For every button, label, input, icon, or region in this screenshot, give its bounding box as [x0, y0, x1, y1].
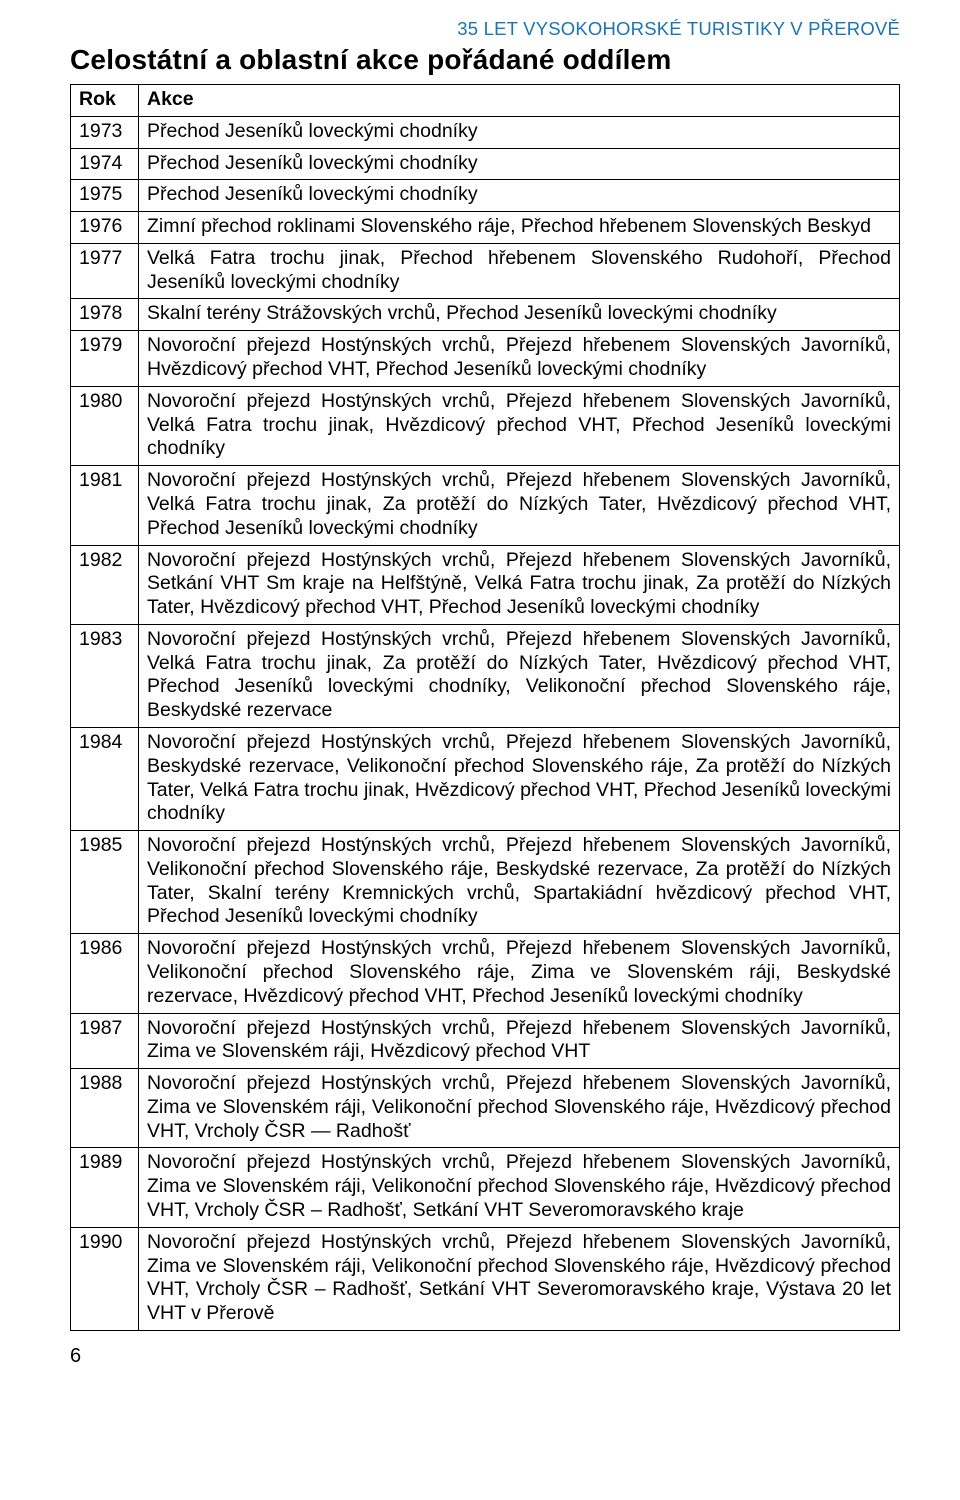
cell-year: 1981 — [71, 466, 139, 545]
cell-akce: Velká Fatra trochu jinak, Přechod hřeben… — [139, 243, 900, 299]
table-row: 1988Novoroční přejezd Hostýnských vrchů,… — [71, 1069, 900, 1148]
table-row: 1990Novoroční přejezd Hostýnských vrchů,… — [71, 1227, 900, 1330]
page-title: Celostátní a oblastní akce pořádané oddí… — [70, 44, 900, 76]
table-row: 1973Přechod Jeseníků loveckými chodníky — [71, 116, 900, 148]
col-header-year: Rok — [71, 85, 139, 117]
cell-year: 1975 — [71, 180, 139, 212]
running-header: 35 LET VYSOKOHORSKÉ TURISTIKY V PŘEROVĚ — [70, 18, 900, 40]
cell-akce: Novoroční přejezd Hostýnských vrchů, Pře… — [139, 934, 900, 1013]
cell-akce: Přechod Jeseníků loveckými chodníky — [139, 116, 900, 148]
table-row: 1982Novoroční přejezd Hostýnských vrchů,… — [71, 545, 900, 624]
table-row: 1974Přechod Jeseníků loveckými chodníky — [71, 148, 900, 180]
table-row: 1987Novoroční přejezd Hostýnských vrchů,… — [71, 1013, 900, 1069]
cell-year: 1984 — [71, 727, 139, 830]
cell-akce: Novoroční přejezd Hostýnských vrchů, Pře… — [139, 545, 900, 624]
page-number: 6 — [70, 1345, 900, 1368]
cell-year: 1974 — [71, 148, 139, 180]
cell-year: 1980 — [71, 386, 139, 465]
cell-akce: Novoroční přejezd Hostýnských vrchů, Pře… — [139, 466, 900, 545]
table-row: 1986Novoroční přejezd Hostýnských vrchů,… — [71, 934, 900, 1013]
table-row: 1977Velká Fatra trochu jinak, Přechod hř… — [71, 243, 900, 299]
cell-akce: Zimní přechod roklinami Slovenského ráje… — [139, 212, 900, 244]
cell-year: 1976 — [71, 212, 139, 244]
cell-akce: Novoroční přejezd Hostýnských vrchů, Pře… — [139, 727, 900, 830]
table-row: 1980Novoroční přejezd Hostýnských vrchů,… — [71, 386, 900, 465]
cell-year: 1985 — [71, 831, 139, 934]
cell-year: 1979 — [71, 331, 139, 387]
table-header-row: Rok Akce — [71, 85, 900, 117]
cell-year: 1989 — [71, 1148, 139, 1227]
cell-akce: Novoroční přejezd Hostýnských vrchů, Pře… — [139, 1148, 900, 1227]
cell-year: 1990 — [71, 1227, 139, 1330]
cell-year: 1987 — [71, 1013, 139, 1069]
table-row: 1978Skalní terény Strážovských vrchů, Př… — [71, 299, 900, 331]
cell-akce: Novoroční přejezd Hostýnských vrchů, Pře… — [139, 624, 900, 727]
cell-akce: Novoroční přejezd Hostýnských vrchů, Pře… — [139, 1069, 900, 1148]
table-row: 1979Novoroční přejezd Hostýnských vrchů,… — [71, 331, 900, 387]
cell-akce: Novoroční přejezd Hostýnských vrchů, Pře… — [139, 331, 900, 387]
cell-akce: Skalní terény Strážovských vrchů, Přecho… — [139, 299, 900, 331]
cell-akce: Přechod Jeseníků loveckými chodníky — [139, 180, 900, 212]
cell-year: 1982 — [71, 545, 139, 624]
cell-akce: Přechod Jeseníků loveckými chodníky — [139, 148, 900, 180]
cell-year: 1986 — [71, 934, 139, 1013]
cell-year: 1977 — [71, 243, 139, 299]
cell-year: 1978 — [71, 299, 139, 331]
table-row: 1981Novoroční přejezd Hostýnských vrchů,… — [71, 466, 900, 545]
cell-year: 1983 — [71, 624, 139, 727]
col-header-akce: Akce — [139, 85, 900, 117]
cell-akce: Novoroční přejezd Hostýnských vrchů, Pře… — [139, 386, 900, 465]
cell-akce: Novoroční přejezd Hostýnských vrchů, Pře… — [139, 1013, 900, 1069]
cell-year: 1973 — [71, 116, 139, 148]
table-row: 1989Novoroční přejezd Hostýnských vrchů,… — [71, 1148, 900, 1227]
table-row: 1984Novoroční přejezd Hostýnských vrchů,… — [71, 727, 900, 830]
cell-year: 1988 — [71, 1069, 139, 1148]
events-table: Rok Akce 1973Přechod Jeseníků loveckými … — [70, 84, 900, 1331]
document-page: 35 LET VYSOKOHORSKÉ TURISTIKY V PŘEROVĚ … — [0, 0, 960, 1388]
cell-akce: Novoroční přejezd Hostýnských vrchů, Pře… — [139, 831, 900, 934]
table-row: 1975Přechod Jeseníků loveckými chodníky — [71, 180, 900, 212]
table-row: 1985Novoroční přejezd Hostýnských vrchů,… — [71, 831, 900, 934]
cell-akce: Novoroční přejezd Hostýnských vrchů, Pře… — [139, 1227, 900, 1330]
table-row: 1976Zimní přechod roklinami Slovenského … — [71, 212, 900, 244]
table-row: 1983Novoroční přejezd Hostýnských vrchů,… — [71, 624, 900, 727]
